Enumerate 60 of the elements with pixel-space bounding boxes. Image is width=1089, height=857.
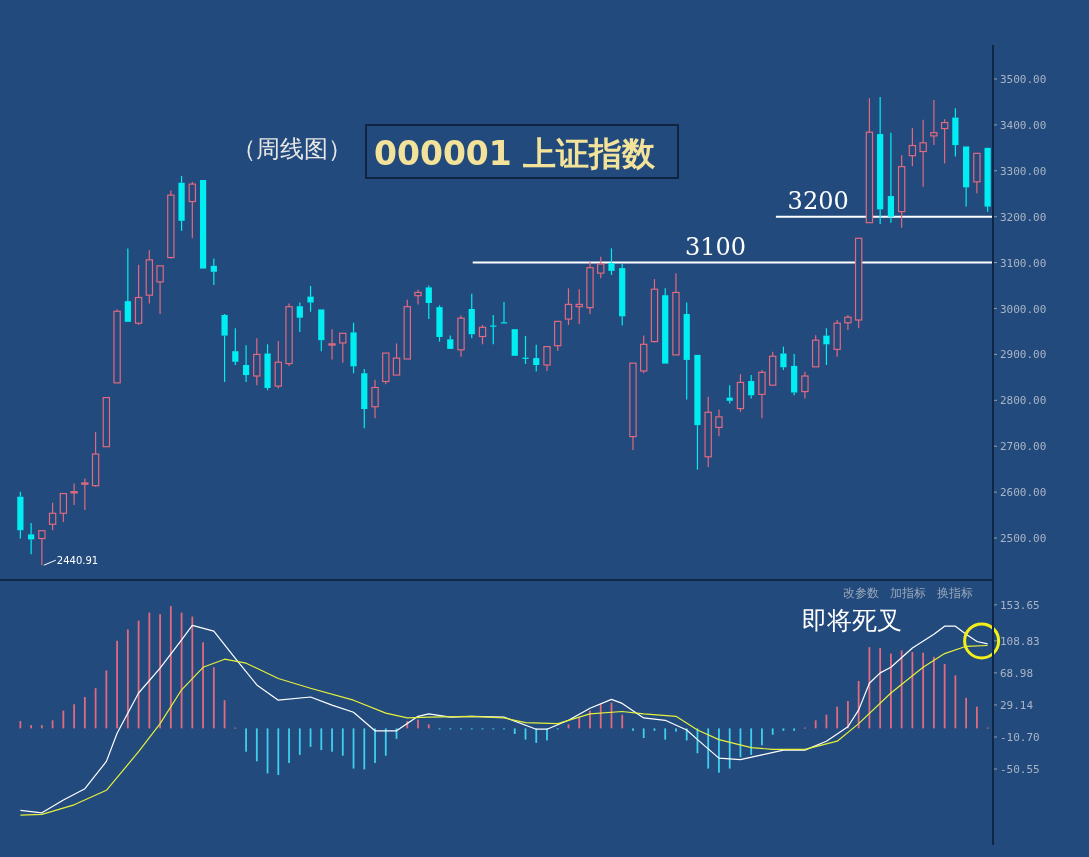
annotation: 改参数: [843, 586, 879, 600]
candlestick: [113, 308, 121, 384]
y-tick-label: 3500.00: [1000, 72, 1047, 86]
candlestick: [38, 530, 46, 566]
candlestick: [91, 431, 100, 487]
candlestick: [156, 265, 164, 315]
candlestick: [919, 119, 927, 188]
y-tick-label: 153.65: [1000, 598, 1040, 612]
ref-line-label: 3100: [684, 232, 747, 261]
y-tick-label: 3200.00: [1000, 210, 1047, 224]
candlestick: [339, 332, 347, 364]
candlestick: [124, 247, 131, 322]
candlestick: [930, 99, 938, 146]
candlestick: [715, 408, 723, 437]
candlestick: [672, 272, 680, 356]
candlestick: [844, 314, 852, 331]
candlestick: [242, 344, 250, 383]
y-tick-label: -50.55: [1000, 763, 1040, 777]
text: （周线图）: [232, 135, 352, 163]
candlestick: [371, 379, 379, 419]
text: 000001 上证指数: [374, 134, 657, 173]
candlestick: [865, 97, 874, 224]
candlestick: [543, 346, 551, 372]
candlestick: [758, 369, 766, 419]
y-tick-label: 2700.00: [1000, 440, 1047, 454]
candlestick: [694, 354, 701, 471]
candlestick: [285, 302, 293, 367]
candlestick: [887, 132, 895, 224]
y-tick-label: 108.83: [1000, 634, 1040, 648]
candlestick: [70, 482, 78, 506]
candlestick: [586, 261, 594, 315]
annotation: 即将死叉: [801, 605, 902, 635]
y-tick-label: 2900.00: [1000, 348, 1047, 362]
y-tick-label: 2600.00: [1000, 486, 1047, 500]
annotation: 换指标: [937, 586, 973, 600]
candlestick: [81, 477, 89, 511]
candlestick: [102, 396, 111, 448]
y-tick-label: 68.98: [1000, 666, 1034, 680]
y-tick-label: 29.14: [1000, 698, 1034, 712]
candlestick: [28, 522, 35, 555]
y-tick-label: 3000.00: [1000, 302, 1047, 316]
candlestick: [328, 328, 336, 361]
candlestick: [457, 314, 465, 358]
candlestick: [414, 289, 422, 305]
candlestick: [629, 362, 637, 451]
y-tick-label: 3400.00: [1000, 118, 1047, 132]
annotation: 2440.91: [56, 555, 99, 567]
y-tick-label: 3100.00: [1000, 256, 1047, 270]
ref-line-label: 3200: [787, 186, 849, 215]
candlestick: [221, 314, 228, 383]
y-tick-label: 2500.00: [1000, 532, 1047, 546]
y-tick-label: 2800.00: [1000, 394, 1047, 408]
candlestick: [973, 152, 981, 194]
candlestick: [199, 179, 207, 269]
candlestick: [801, 371, 809, 400]
y-tick-label: -10.70: [1000, 730, 1040, 744]
candlestick: [511, 329, 518, 356]
annotation: 加指标: [890, 586, 926, 600]
y-tick-label: 3300.00: [1000, 164, 1047, 178]
candlestick: [963, 146, 970, 208]
